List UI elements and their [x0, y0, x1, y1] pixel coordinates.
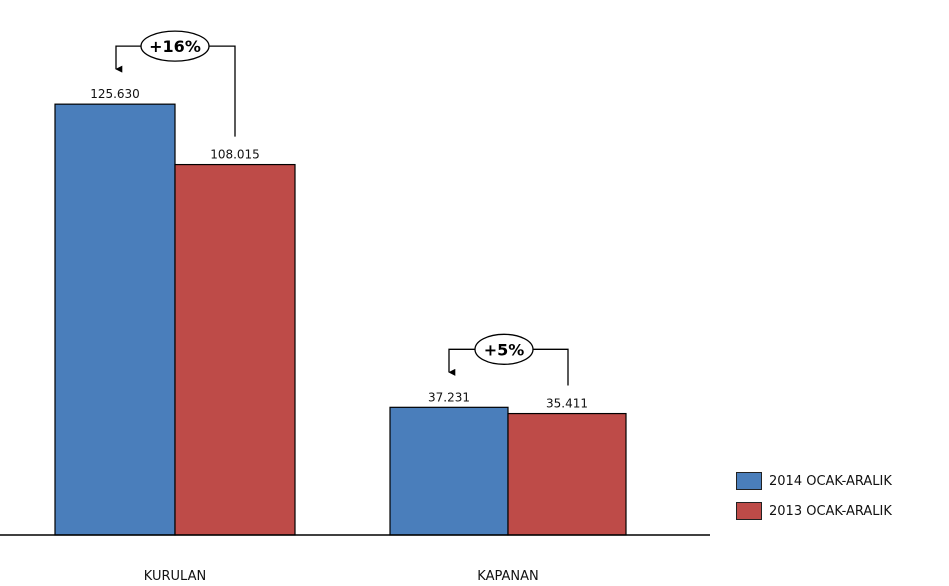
growth-label-kapanan: +5%: [484, 340, 525, 359]
growth-arrow-kapanan: [448, 348, 475, 376]
legend: 2014 OCAK-ARALIK 2013 OCAK-ARALIK: [736, 470, 892, 530]
growth-arrow-kurulan: [115, 45, 141, 73]
bar-kapanan-2013: [507, 412, 627, 536]
growth-badge-kurulan: [140, 30, 210, 62]
legend-item-2014: 2014 OCAK-ARALIK: [736, 470, 892, 492]
legend-label-2013: 2013 OCAK-ARALIK: [769, 503, 892, 519]
legend-label-2014: 2014 OCAK-ARALIK: [769, 473, 892, 489]
data-label-kurulan-2013: 108.015: [210, 148, 260, 162]
bar-kurulan-2014: [54, 103, 176, 536]
data-label-kurulan-2014: 125.630: [90, 87, 140, 101]
bar-kurulan-2013: [174, 163, 296, 536]
growth-label-kurulan: +16%: [149, 37, 201, 56]
growth-connector-kurulan: [209, 45, 236, 137]
legend-swatch-2013: [736, 502, 762, 520]
category-label-kurulan: KURULAN: [144, 569, 206, 584]
growth-badge-kapanan: [474, 333, 534, 365]
growth-connector-kapanan: [533, 348, 569, 386]
legend-item-2013: 2013 OCAK-ARALIK: [736, 500, 892, 522]
data-label-kapanan-2014: 37.231: [428, 390, 470, 404]
legend-swatch-2014: [736, 472, 762, 490]
data-label-kapanan-2013: 35.411: [546, 397, 588, 411]
bar-kapanan-2014: [389, 406, 509, 536]
category-label-kapanan: KAPANAN: [477, 569, 538, 584]
